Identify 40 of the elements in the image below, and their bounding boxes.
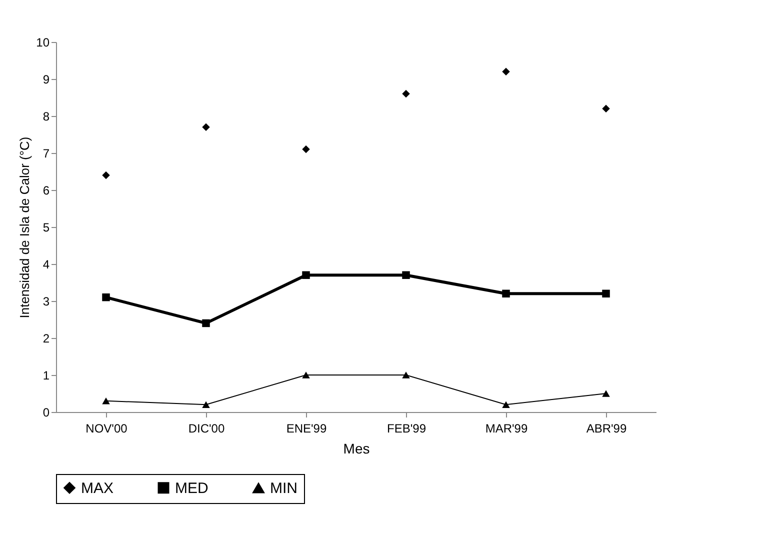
point	[402, 271, 410, 279]
point	[302, 372, 310, 378]
point	[602, 104, 610, 112]
point	[302, 145, 310, 154]
x-tick-label: NOV'00	[86, 422, 128, 436]
legend-label: MED	[175, 480, 208, 497]
y-tick-label: 6	[42, 184, 50, 198]
point	[402, 372, 410, 378]
point	[202, 319, 210, 328]
point	[402, 90, 410, 98]
x-tick-label: FEB'99	[387, 422, 426, 436]
y-axis-title: Intensidad de Isla de Calor (°C)	[17, 136, 32, 318]
x-tick-label: ABR'99	[586, 422, 627, 436]
x-tick-label: ENE'99	[286, 422, 327, 436]
y-tick-label: 0	[42, 406, 50, 420]
y-tick-label: 9	[42, 72, 50, 86]
x-axis-title: Mes	[343, 440, 370, 456]
point	[602, 390, 610, 397]
y-tick-label: 10	[36, 36, 50, 50]
x-tick-label: MAR'99	[485, 422, 528, 436]
y-tick-label: 8	[42, 110, 50, 124]
point	[202, 401, 210, 408]
x-tick-label: DIC'00	[188, 422, 225, 436]
point	[502, 68, 510, 76]
point	[502, 290, 510, 298]
legend-label: MAX	[81, 480, 114, 497]
y-tick-label: 2	[42, 332, 50, 346]
point	[302, 271, 310, 279]
legend-label: MIN	[270, 480, 298, 498]
point	[102, 398, 110, 404]
y-tick-label: 1	[42, 368, 50, 382]
point	[202, 123, 210, 131]
y-tick-label: 5	[42, 220, 50, 234]
y-tick-label: 4	[42, 258, 50, 272]
point	[502, 401, 510, 408]
point	[102, 171, 110, 180]
y-tick-label: 3	[42, 294, 50, 308]
point	[602, 290, 610, 298]
y-tick-label: 7	[42, 146, 50, 160]
point	[102, 293, 110, 302]
